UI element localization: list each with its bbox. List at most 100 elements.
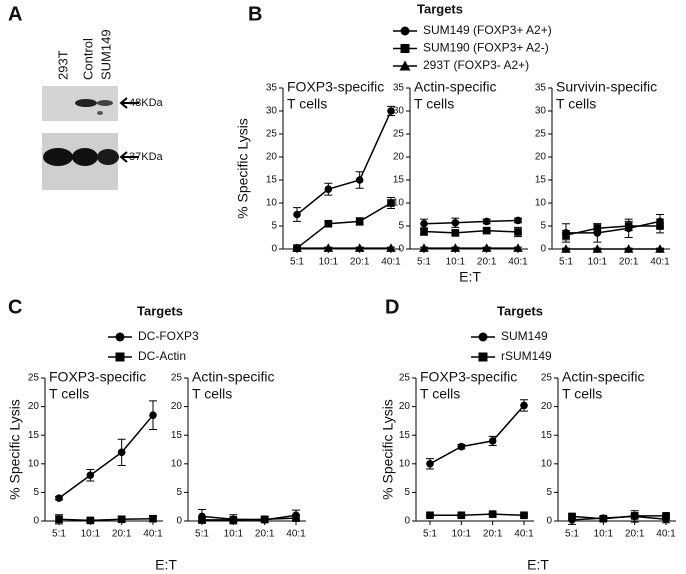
- y-tick-label: 0: [540, 244, 546, 255]
- x-tick-label: 10:1: [588, 257, 608, 268]
- y-tick-label: 0: [271, 244, 277, 255]
- legend-marker: [115, 332, 125, 342]
- data-point: [420, 219, 428, 228]
- y-tick-label: 20: [266, 152, 278, 163]
- y-tick-label: 5: [33, 487, 39, 498]
- x-tick-label: 20:1: [625, 529, 645, 540]
- legend-marker: [400, 44, 410, 53]
- legend-label: DC-FOXP3: [138, 329, 199, 343]
- x-tick-label: 20:1: [483, 529, 503, 540]
- data-point: [323, 243, 334, 252]
- x-tick-label: 20:1: [112, 529, 132, 540]
- data-point: [623, 244, 634, 253]
- x-tick-label: 5:1: [195, 529, 209, 540]
- subplot-title: Actin-specific: [192, 369, 274, 385]
- y-tick-label: 20: [541, 401, 553, 412]
- size-marker: 37KDa: [129, 151, 164, 163]
- legend-label: rSUM149: [501, 349, 552, 363]
- data-point: [149, 411, 157, 419]
- series-line: [202, 517, 297, 521]
- data-point: [630, 512, 639, 520]
- data-point: [387, 107, 395, 115]
- series-line: [429, 404, 525, 465]
- y-tick-label: 5: [271, 221, 277, 232]
- legend-title: Targets: [137, 303, 183, 318]
- x-tick-label: 40:1: [508, 257, 528, 268]
- arrow: [119, 151, 139, 163]
- y-tick-label: 25: [393, 129, 405, 140]
- lane-label: 293T: [55, 50, 70, 80]
- x-tick-label: 10:1: [452, 529, 472, 540]
- y-tick-label: 25: [171, 373, 183, 384]
- y-tick-label: 25: [535, 129, 547, 140]
- y-tick-label: 0: [546, 516, 552, 527]
- y-tick-label: 5: [176, 487, 182, 498]
- legend-title: Targets: [417, 1, 463, 16]
- y-tick-label: 35: [266, 83, 278, 94]
- legend-label: DC-Actin: [138, 349, 186, 363]
- y-tick-label: 15: [171, 430, 183, 441]
- legend-marker: [478, 352, 488, 362]
- data-point: [149, 514, 157, 523]
- series-line: [296, 110, 392, 216]
- y-tick-label: 20: [535, 152, 547, 163]
- y-tick-label: 10: [541, 458, 553, 469]
- y-tick-label: 20: [393, 152, 405, 163]
- data-point: [514, 228, 522, 236]
- y-tick-label: 10: [393, 198, 405, 209]
- series-line: [423, 219, 519, 225]
- lane-label: Control: [80, 38, 95, 80]
- subplot-title: FOXP3-specific: [287, 79, 384, 95]
- data-point: [324, 185, 333, 193]
- y-tick-label: 25: [399, 373, 411, 384]
- y-tick-label: 25: [266, 129, 278, 140]
- data-point: [562, 231, 570, 239]
- data-point: [457, 442, 466, 451]
- data-point: [426, 460, 434, 468]
- size-marker: 48KDa: [129, 97, 164, 109]
- y-tick-label: 20: [171, 401, 183, 412]
- subplot-title: Survivin-specific: [556, 79, 657, 95]
- subplot-title: FOXP3-specific: [420, 369, 517, 385]
- data-point: [419, 243, 429, 252]
- y-axis-label: % Specific Lysis: [235, 118, 251, 219]
- data-point: [86, 516, 95, 525]
- x-tick-label: 40:1: [650, 257, 670, 268]
- data-point: [450, 243, 461, 252]
- subplot-title: T cells: [192, 386, 232, 402]
- data-point: [488, 510, 497, 518]
- panel-letter: A: [8, 3, 22, 25]
- data-point: [354, 243, 365, 252]
- legend-title: Targets: [497, 303, 543, 318]
- x-tick-label: 20:1: [477, 257, 497, 268]
- y-tick-label: 30: [266, 106, 278, 117]
- legend-label: SUM149 (FOXP3+ A2+): [423, 23, 552, 37]
- y-tick-label: 35: [393, 83, 405, 94]
- data-point: [117, 515, 126, 524]
- legend-label: SUM149: [501, 329, 548, 343]
- y-tick-label: 15: [541, 430, 553, 441]
- x-tick-label: 5:1: [423, 529, 437, 540]
- data-point: [520, 401, 528, 410]
- y-tick-label: 25: [28, 373, 40, 384]
- y-tick-label: 0: [398, 244, 404, 255]
- data-point: [292, 514, 300, 522]
- series-line: [566, 220, 661, 234]
- legend-marker: [115, 352, 125, 362]
- y-tick-label: 10: [171, 458, 183, 469]
- blot-band: [72, 148, 98, 166]
- data-point: [656, 222, 664, 230]
- lane-label: SUM149: [98, 29, 113, 80]
- y-axis-label: % Specific Lysis: [7, 399, 23, 500]
- subplot-title: T cells: [420, 386, 460, 402]
- data-point: [198, 516, 206, 524]
- subplot-title: Actin-specific: [562, 369, 644, 385]
- x-tick-label: 10:1: [446, 257, 466, 268]
- arrow: [119, 97, 139, 109]
- y-tick-label: 5: [546, 487, 552, 498]
- y-tick-label: 10: [266, 198, 278, 209]
- data-point: [488, 437, 497, 445]
- series-line: [423, 229, 519, 234]
- data-point: [513, 243, 523, 252]
